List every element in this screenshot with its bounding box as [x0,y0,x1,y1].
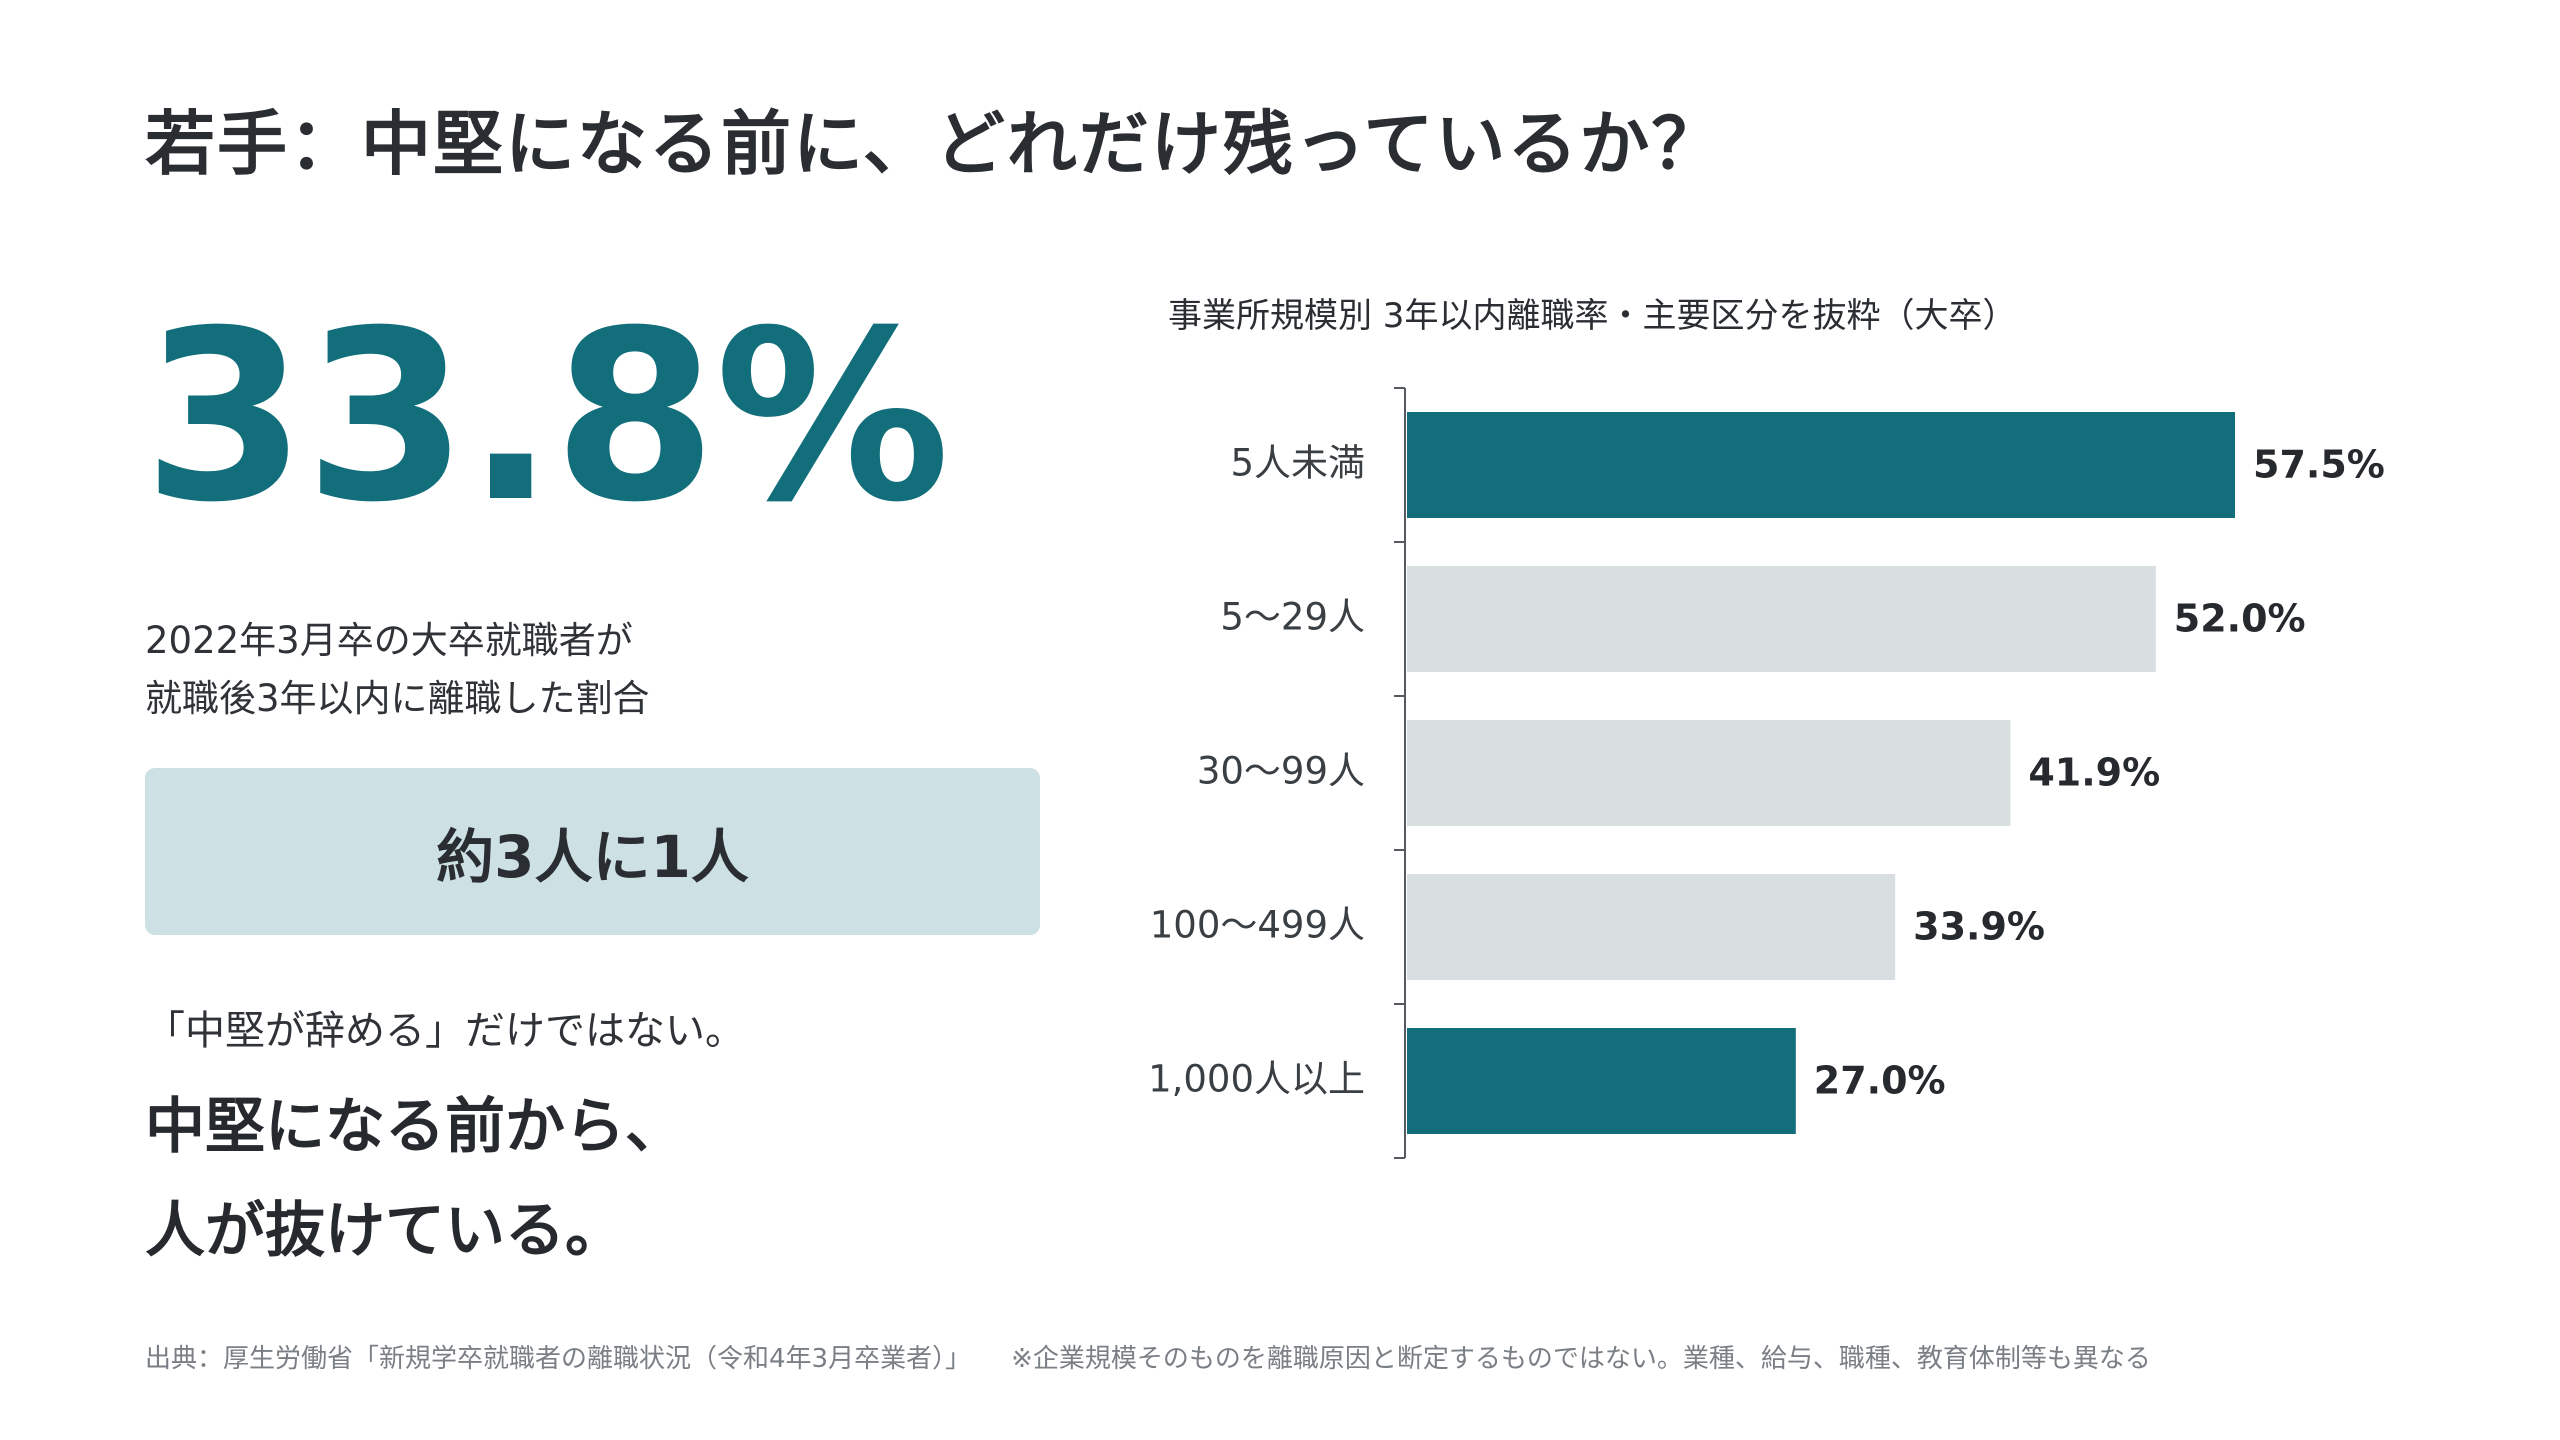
conclusion-line: 人が抜けている。 [145,1196,625,1266]
bar-chart: 5人未満 57.5% 5〜29人 52.0% 30〜99人 41.9% 100〜499人 33… [1148,387,2385,1159]
callout-box: 約3人に1人 [145,768,1040,935]
data-label: 33.9% [1913,905,2045,949]
statistic-description: 2022年3月卒の大卒就職者が 就職後3年以内に離職した割合 [145,612,650,728]
disclaimer-text: ※企業規模そのものを離職原因と断定するものではない。業種、給与、職種、教育体制等… [1011,1344,2151,1374]
category-label: 30〜99人 [1197,750,1365,793]
data-label: 57.5% [2253,443,2385,487]
bar [1407,874,1896,980]
description-line: 2022年3月卒の大卒就職者が [145,619,633,662]
conclusion-line: 中堅になる前から、 [145,1092,685,1162]
category-label: 5人未満 [1230,442,1365,485]
data-label: 52.0% [2174,597,2306,641]
description-line: 就職後3年以内に離職した割合 [145,677,650,720]
bar [1407,566,2156,672]
data-label: 41.9% [2028,751,2160,795]
data-label: 27.0% [1814,1059,1946,1103]
page-title: 若手：中堅になる前に、どれだけ残っているか？ [145,103,1724,185]
callout-text: 約3人に1人 [436,822,749,891]
footer: 出典：厚生労働省「新規学卒就職者の離職状況（令和4年3月卒業者）」 ※企業規模その… [145,1338,2151,1375]
bar [1407,720,2011,826]
headline-statistic: 33.8% [143,281,950,554]
category-label: 5〜29人 [1220,596,1365,639]
quote-text: 「中堅が辞める」だけではない。 [145,1008,745,1054]
bar [1407,412,2235,518]
chart-title: 事業所規模別 3年以内離職率・主要区分を抜粋（大卒） [1168,296,2017,336]
source-text: 出典：厚生労働省「新規学卒就職者の離職状況（令和4年3月卒業者）」 [145,1344,972,1374]
category-label: 100〜499人 [1150,904,1365,947]
conclusion: 中堅になる前から、 人が抜けている。 [145,1075,685,1283]
bar [1407,1028,1796,1134]
category-label: 1,000人以上 [1148,1058,1365,1101]
